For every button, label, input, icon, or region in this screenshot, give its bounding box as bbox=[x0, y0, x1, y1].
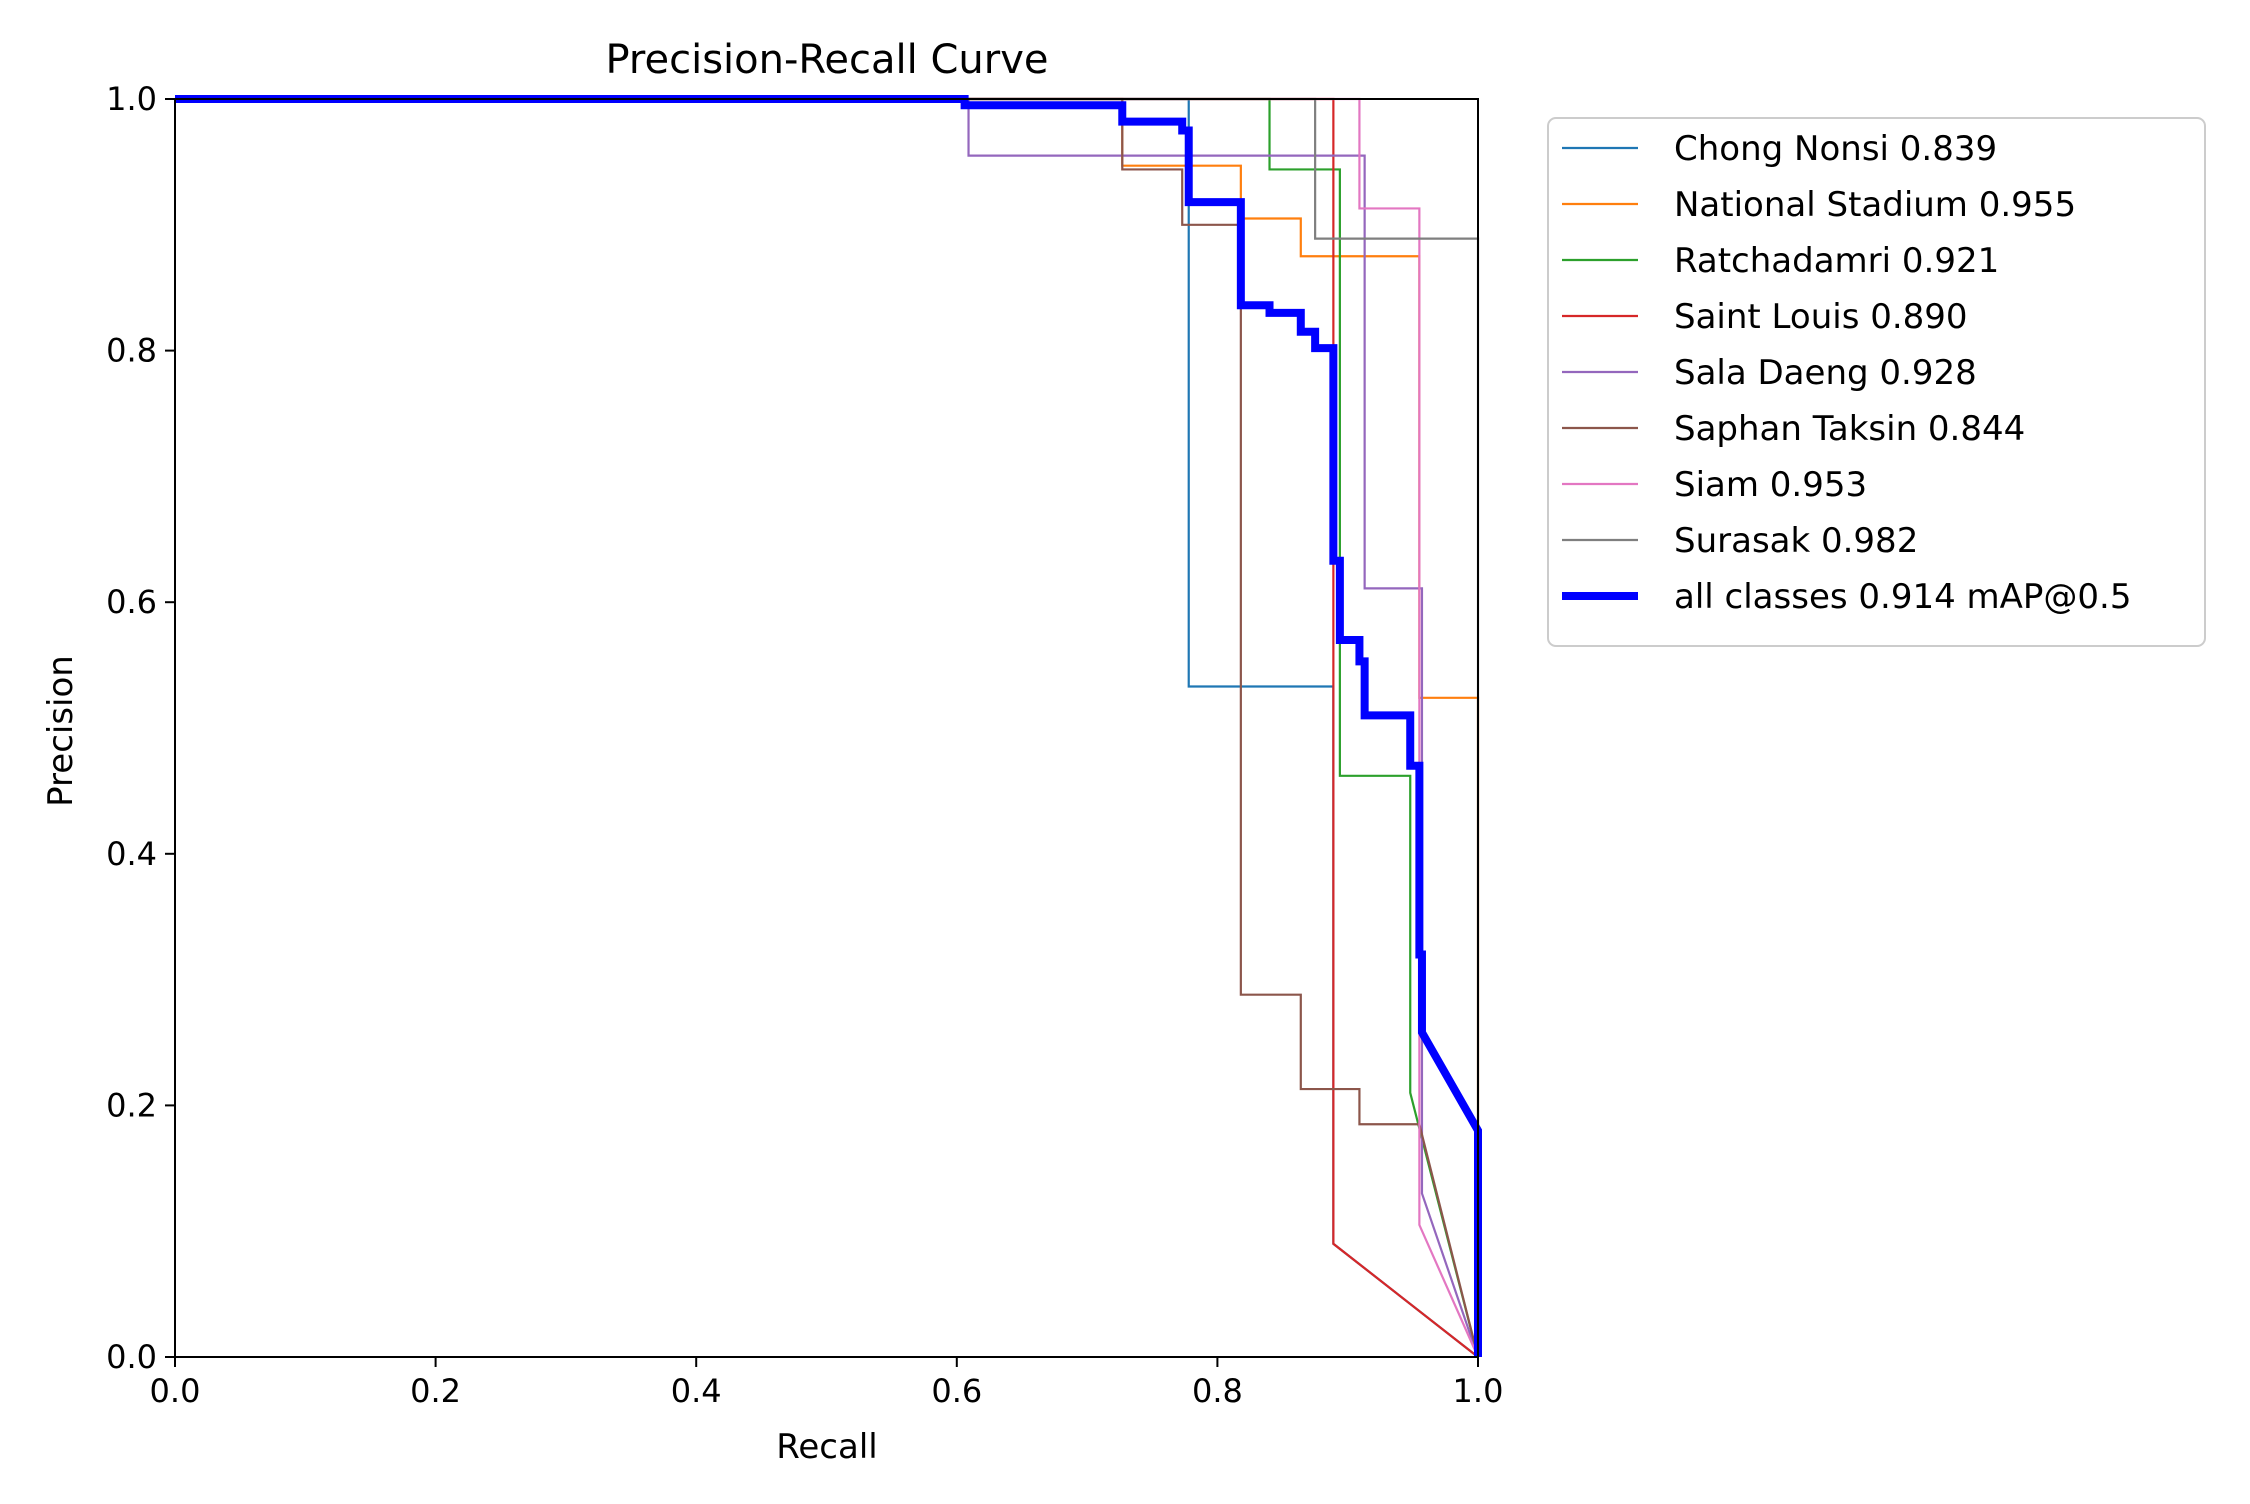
x-axis-label: Recall bbox=[776, 1427, 877, 1467]
x-tick-label: 0.4 bbox=[671, 1372, 722, 1410]
series-line-2 bbox=[175, 97, 1480, 1358]
y-tick-label: 0.8 bbox=[106, 332, 157, 370]
series-line-6 bbox=[175, 97, 1480, 1358]
series-line-7 bbox=[175, 97, 1480, 1357]
x-tick-label: 0.0 bbox=[150, 1372, 201, 1410]
y-tick-label: 1.0 bbox=[106, 80, 157, 118]
legend-label-3: Saint Louis 0.890 bbox=[1674, 297, 1968, 337]
series-line-1 bbox=[175, 97, 1480, 1357]
series-line-3 bbox=[175, 97, 1479, 1358]
chart-title: Precision-Recall Curve bbox=[606, 37, 1049, 83]
series-line-8 bbox=[175, 95, 1482, 1357]
legend: Chong Nonsi 0.839 National Stadium 0.955 R… bbox=[1547, 117, 2206, 647]
series-line-5 bbox=[175, 97, 1480, 1358]
plot-area bbox=[175, 95, 1482, 1358]
y-tick-label: 0.0 bbox=[106, 1338, 157, 1376]
x-tick-label: 0.2 bbox=[410, 1372, 461, 1410]
x-tick-label: 0.6 bbox=[931, 1372, 982, 1410]
x-tick-label: 0.8 bbox=[1192, 1372, 1243, 1410]
legend-box bbox=[1547, 117, 2206, 647]
x-tick-label: 1.0 bbox=[1453, 1372, 1504, 1410]
legend-label-8: all classes 0.914 mAP@0.5 bbox=[1674, 577, 2131, 617]
y-tick-label: 0.2 bbox=[106, 1086, 157, 1124]
legend-label-5: Saphan Taksin 0.844 bbox=[1674, 409, 2025, 449]
y-tick-label: 0.4 bbox=[106, 835, 157, 873]
legend-label-2: Ratchadamri 0.921 bbox=[1674, 241, 1999, 281]
y-axis-label: Precision bbox=[41, 655, 81, 807]
y-tick-label: 0.6 bbox=[106, 583, 157, 621]
series-line-0 bbox=[175, 97, 1479, 1358]
legend-label-6: Siam 0.953 bbox=[1674, 465, 1867, 505]
legend-label-1: National Stadium 0.955 bbox=[1674, 185, 2076, 225]
legend-label-7: Surasak 0.982 bbox=[1674, 521, 1918, 561]
legend-label-0: Chong Nonsi 0.839 bbox=[1674, 129, 1997, 169]
plot-frame bbox=[174, 98, 1479, 1358]
series-line-4 bbox=[175, 97, 1480, 1358]
legend-label-4: Sala Daeng 0.928 bbox=[1674, 353, 1977, 393]
